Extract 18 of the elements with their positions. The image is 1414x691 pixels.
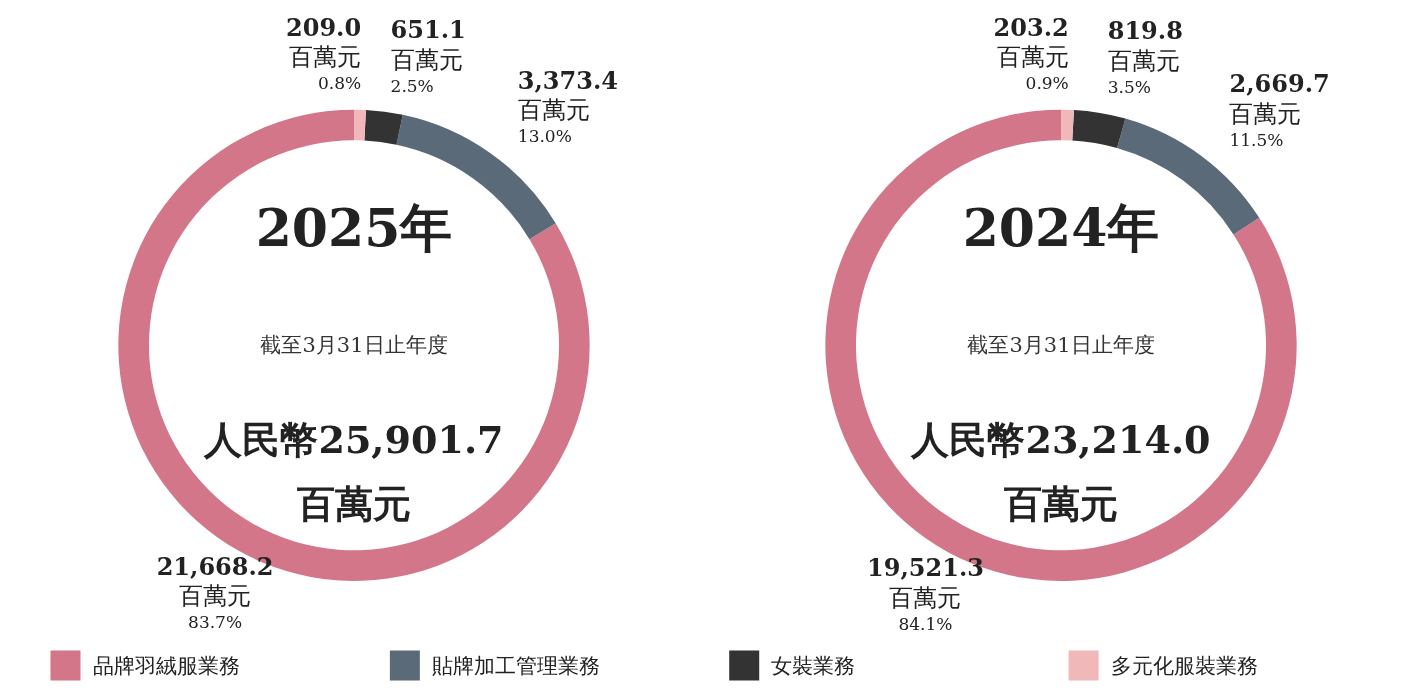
text: 截至3月31日止年度 bbox=[967, 333, 1155, 358]
data-label: 651.1 百萬元 2.5% bbox=[390, 14, 466, 96]
text: 人民幣23,214.0 百萬元 bbox=[910, 417, 1211, 527]
legend-label: 貼牌加工管理業務 bbox=[431, 653, 600, 678]
data-label: 203.2 百萬元 0.9% bbox=[993, 12, 1069, 94]
data-label: 2,669.7 百萬元 11.5% bbox=[1229, 69, 1330, 150]
data-label: 21,668.2 百萬元 83.7% bbox=[156, 551, 274, 633]
data-label: 19,521.3 百萬元 84.1% bbox=[867, 553, 984, 635]
text: 截至3月31日止年度 bbox=[260, 333, 448, 358]
data-label: 3,373.4 百萬元 13.0% bbox=[517, 65, 619, 147]
text: 人民幣25,901.7 百萬元 bbox=[203, 417, 504, 527]
text: 2024年 bbox=[962, 196, 1160, 258]
data-label: 819.8 百萬元 3.5% bbox=[1107, 16, 1183, 98]
data-label: 209.0 百萬元 0.8% bbox=[286, 12, 362, 94]
legend-label: 女裝業務 bbox=[771, 653, 856, 678]
legend-label: 多元化服裝業務 bbox=[1110, 653, 1258, 678]
text: 2025年 bbox=[255, 196, 453, 258]
legend-label: 品牌羽絨服業務 bbox=[92, 653, 240, 678]
